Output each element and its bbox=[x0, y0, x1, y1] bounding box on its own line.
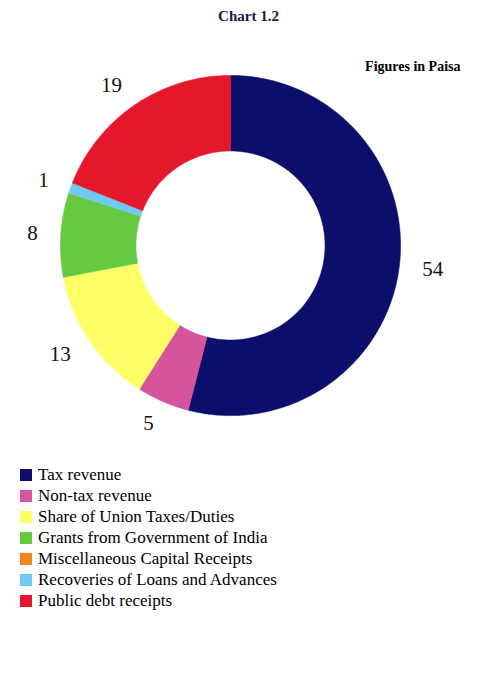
svg-text:13: 13 bbox=[50, 342, 71, 366]
html-text:Public debt receipts: Public debt receipts bbox=[38, 590, 173, 610]
html-text:Recoveries of Loans and Advanc: Recoveries of Loans and Advances bbox=[38, 569, 277, 589]
html-text:Chart 1.2: Chart 1.2 bbox=[218, 8, 279, 24]
svg-text:8: 8 bbox=[27, 221, 38, 245]
html-text:Grants from Government of Indi: Grants from Government of India bbox=[38, 527, 268, 547]
svg-text:54: 54 bbox=[422, 257, 444, 281]
svg-text:5: 5 bbox=[143, 411, 154, 435]
svg-text:1: 1 bbox=[38, 168, 49, 192]
html-text:Non-tax revenue: Non-tax revenue bbox=[38, 485, 152, 505]
html-text:Tax revenue: Tax revenue bbox=[38, 464, 122, 484]
html-text:Share of Union Taxes/Duties: Share of Union Taxes/Duties bbox=[38, 506, 235, 526]
svg-text:19: 19 bbox=[101, 73, 122, 97]
svg-text:Figures in Paisa: Figures in Paisa bbox=[365, 59, 460, 74]
html-text:Miscellaneous Capital Receipts: Miscellaneous Capital Receipts bbox=[38, 548, 253, 568]
